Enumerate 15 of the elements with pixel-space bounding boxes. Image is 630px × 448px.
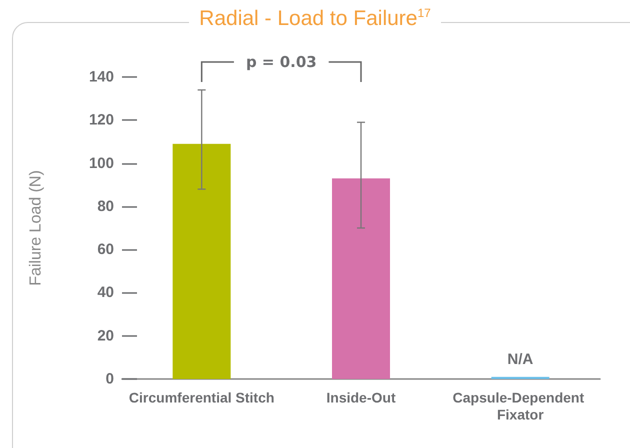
y-tick-label: 80 — [97, 198, 114, 215]
y-tick-label: 40 — [97, 284, 114, 302]
x-tick-label: Circumferential Stitch — [128, 390, 274, 406]
x-tick-label: Inside-Out — [326, 390, 396, 406]
y-tick-label: 100 — [88, 154, 114, 172]
y-axis-title: Failure Load (N) — [28, 170, 44, 286]
data-label: N/A — [507, 350, 534, 368]
y-tick-label: 140 — [88, 68, 114, 86]
y-tick-label: 0 — [106, 370, 114, 388]
chart-title: Radial - Load to Failure$^{17}$ — [189, 6, 441, 30]
text: p = 0.03 — [246, 53, 317, 71]
y-tick-label: 60 — [97, 241, 114, 258]
y-tick-label: 120 — [88, 112, 114, 129]
x-tick-label: Capsule-Dependent Fixator — [452, 390, 588, 422]
y-tick-label: 20 — [97, 327, 114, 344]
